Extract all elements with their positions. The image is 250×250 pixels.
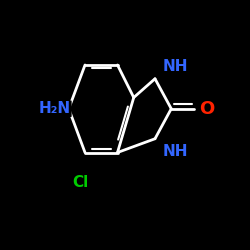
Text: NH: NH	[162, 144, 188, 159]
Text: NH: NH	[162, 59, 188, 74]
Text: H₂N: H₂N	[39, 101, 71, 116]
Text: Cl: Cl	[72, 175, 88, 190]
Text: O: O	[199, 100, 214, 118]
